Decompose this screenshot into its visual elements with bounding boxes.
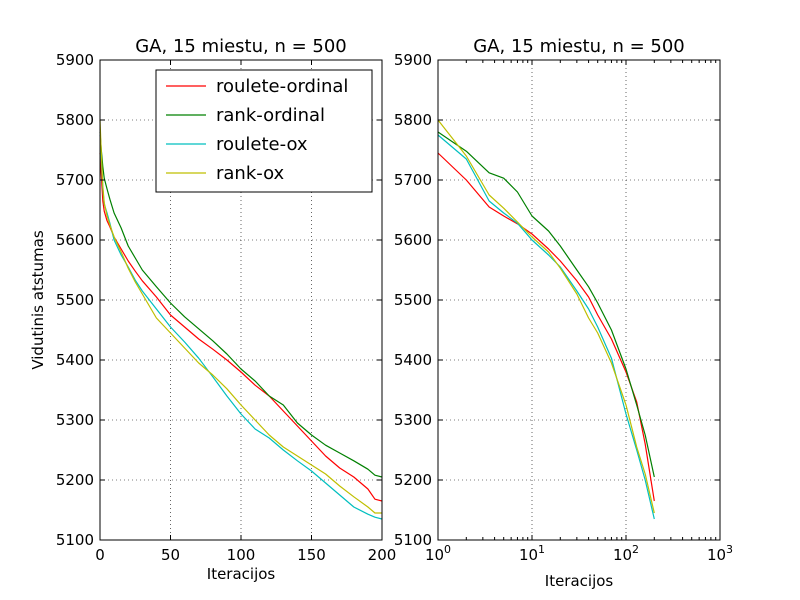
left-plot-y-tick-label: 5700 <box>56 171 94 189</box>
legend-label-rank-ordinal: rank-ordinal <box>216 105 325 126</box>
left-plot-y-tick-label: 5400 <box>56 351 94 369</box>
right-plot-grid <box>437 59 721 541</box>
right-plot-series-rank-ordinal <box>437 131 655 478</box>
right-plot-y-tick-label: 5100 <box>394 531 432 549</box>
left-plot-x-tick-label: 0 <box>95 546 105 564</box>
right-plot-y-tick-label: 5800 <box>394 111 432 129</box>
right-plot-panel: GA, 15 miestu, n = 500 5100 5200 5300 5400 5… <box>394 36 733 590</box>
right-plot-y-tick-label: 5600 <box>394 231 432 249</box>
left-plot-y-tick-label: 5300 <box>56 411 94 429</box>
left-plot-y-tick-label: 5900 <box>56 51 94 69</box>
legend-label-roulete-ox: roulete-ox <box>216 134 308 155</box>
right-plot-series-roulete-ox <box>437 134 655 520</box>
left-plot-x-tick-label: 150 <box>297 546 326 564</box>
right-plot-frame <box>437 59 721 541</box>
legend-label-roulete-ordinal: roulete-ordinal <box>216 76 348 97</box>
right-plot-x-tick-label: 103 <box>707 543 733 564</box>
left-plot-series <box>99 119 383 520</box>
right-plot-x-tick-label: 101 <box>519 543 545 564</box>
left-plot-x-tick-label: 100 <box>227 546 256 564</box>
left-plot-panel: GA, 15 miestu, n = 500 51005200530054005… <box>29 36 396 583</box>
right-plot-y-tick-label: 5300 <box>394 411 432 429</box>
right-plot-x-axis-label: Iteracijos <box>545 572 614 590</box>
right-plot-series <box>437 119 655 520</box>
left-plot-y-tick-label: 5600 <box>56 231 94 249</box>
right-plot-series-roulete-ordinal <box>437 152 655 502</box>
right-plot-x-tick-label: 100 <box>425 543 451 564</box>
left-plot-series-rank-ox <box>99 119 382 514</box>
right-plot-x-tick-label: 102 <box>613 543 639 564</box>
legend-label-rank-ox: rank-ox <box>216 163 285 184</box>
left-plot-title: GA, 15 miestu, n = 500 <box>135 36 347 57</box>
left-plot-frame <box>99 59 383 541</box>
right-plot-y-tick-label: 5500 <box>394 291 432 309</box>
legend-box <box>155 69 373 193</box>
right-plot-series-rank-ox <box>437 119 655 514</box>
right-plot-y-tick-label: 5400 <box>394 351 432 369</box>
left-plot-x-tick-label: 200 <box>368 546 397 564</box>
left-plot-series-roulete-ox <box>99 134 383 520</box>
left-plot-y-tick-label: 5200 <box>56 471 94 489</box>
left-plot-y-tick-label: 5500 <box>56 291 94 309</box>
left-plot-x-axis-label: Iteracijos <box>207 565 276 583</box>
left-plot-series-rank-ordinal <box>99 131 383 478</box>
left-plot-ticks: 5100 5200 5300 5400 5500 5600 5700 5800 5900 0 50 1… <box>56 51 397 564</box>
legend: roulete-ordinal rank-ordinal roulete-ox … <box>155 69 373 193</box>
left-plot-y-tick-label: 5100 <box>56 531 94 549</box>
left-plot-y-axis-label: Vidutinis atstumas <box>29 230 47 370</box>
left-plot-x-tick-label: 50 <box>161 546 180 564</box>
right-plot-y-tick-label: 5700 <box>394 171 432 189</box>
left-plot-series-roulete-ordinal <box>99 152 383 502</box>
right-plot-y-tick-label: 5200 <box>394 471 432 489</box>
right-plot-y-tick-label: 5900 <box>394 51 432 69</box>
right-plot-title: GA, 15 miestu, n = 500 <box>473 36 685 57</box>
left-plot-y-tick-label: 5800 <box>56 111 94 129</box>
